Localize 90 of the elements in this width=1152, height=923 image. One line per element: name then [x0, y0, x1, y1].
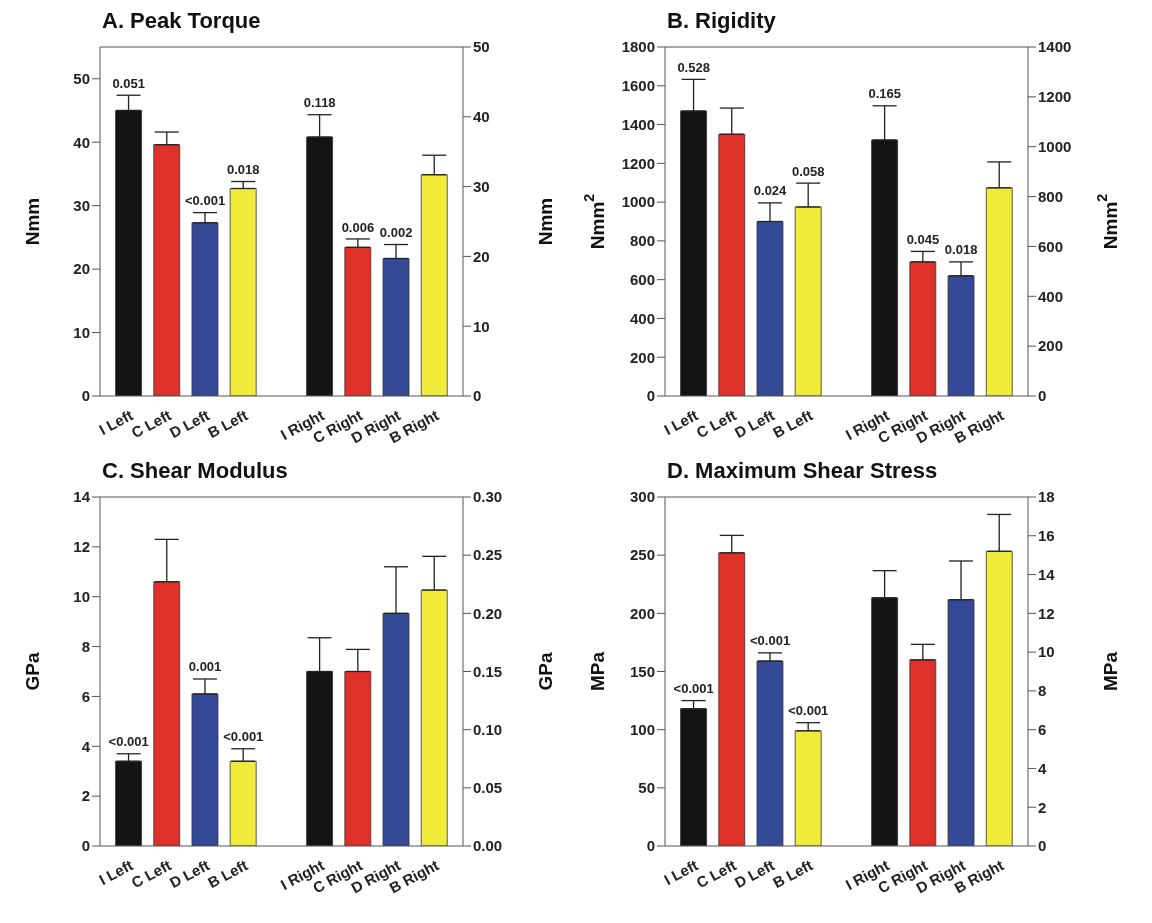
y-tick-label: 250: [629, 546, 655, 564]
annotation: 0.018: [227, 162, 260, 178]
y2-tick-label: 0.10: [473, 720, 503, 738]
y2-tick-label: 0.05: [473, 779, 503, 797]
annotation: 0.002: [379, 224, 413, 240]
y2-axis-title: GPa: [534, 652, 556, 691]
y-tick-label: 200: [629, 604, 655, 622]
annotation: 0.018: [944, 242, 978, 258]
annotation: <0.001: [108, 734, 149, 750]
y2-tick-label: 16: [1038, 527, 1055, 545]
y2-tick-label: 40: [473, 108, 490, 126]
y2-axis-title: MPa: [1099, 651, 1121, 692]
y2-tick-label: 600: [1038, 237, 1064, 255]
chart-title: C. Shear Modulus: [102, 458, 289, 484]
y2-tick-label: 10: [1038, 643, 1055, 661]
y2-tick-label: 2: [1038, 798, 1047, 816]
y-tick-label: 8: [81, 637, 90, 655]
annotation: 0.024: [753, 183, 788, 199]
y2-axis-title: Nmm: [534, 197, 556, 246]
y-tick-label: 300: [629, 488, 655, 506]
y-tick-label: 1400: [621, 115, 655, 133]
annotation: 0.001: [188, 659, 222, 675]
annotation: 0.165: [868, 86, 901, 102]
y-tick-label: 1800: [621, 38, 655, 56]
annotation: <0.001: [750, 633, 791, 649]
y-tick-label: 30: [73, 196, 90, 214]
y-tick-label: 40: [73, 133, 90, 151]
y2-tick-label: 0.25: [473, 546, 503, 564]
y2-tick-label: 12: [1038, 604, 1055, 622]
y2-tick-label: 0: [473, 387, 482, 405]
y2-tick-label: 14: [1038, 565, 1056, 583]
y-axis-title: Nmm: [21, 197, 43, 246]
annotation: <0.001: [673, 681, 714, 697]
y-tick-label: 14: [73, 488, 91, 506]
annotation: 0.528: [677, 59, 710, 75]
y-tick-label: 50: [638, 779, 655, 797]
y2-tick-label: 0: [1038, 387, 1047, 405]
y2-tick-label: 0.20: [473, 604, 503, 622]
y2-tick-label: 1400: [1038, 38, 1072, 56]
y2-tick-label: 0.15: [473, 662, 503, 680]
y-tick-label: 0: [81, 387, 90, 405]
y-tick-label: 4: [81, 737, 91, 755]
annotation: 0.006: [341, 219, 375, 235]
y-tick-label: 150: [629, 662, 655, 680]
annotation: <0.001: [223, 729, 264, 745]
y2-tick-label: 200: [1038, 337, 1064, 355]
annotation: 0.118: [303, 95, 336, 111]
annotation: <0.001: [788, 703, 829, 719]
y2-tick-label: 10: [473, 317, 490, 335]
y2-tick-label: 0: [1038, 837, 1047, 855]
y-tick-label: 1200: [621, 154, 655, 172]
y2-tick-label: 800: [1038, 187, 1064, 205]
y-tick-label: 12: [73, 538, 90, 556]
y2-tick-label: 0.30: [473, 488, 503, 506]
y-tick-label: 1600: [621, 77, 655, 95]
y2-tick-label: 4: [1038, 759, 1047, 777]
y-tick-label: 200: [629, 348, 655, 366]
y-tick-label: 0: [81, 837, 90, 855]
y-tick-label: 20: [73, 260, 90, 278]
y2-tick-label: 6: [1038, 720, 1047, 738]
y-tick-label: 800: [629, 232, 655, 250]
y-tick-label: 100: [629, 720, 655, 738]
y-tick-label: 2: [81, 787, 90, 805]
annotation: 0.045: [906, 231, 940, 247]
annotation: 0.051: [112, 75, 145, 91]
y-axis-title: GPa: [21, 652, 43, 691]
y-tick-label: 6: [81, 687, 90, 705]
y2-tick-label: 1000: [1038, 138, 1072, 156]
y2-tick-label: 30: [473, 177, 490, 195]
y-tick-label: 400: [629, 309, 655, 327]
y-tick-label: 10: [73, 323, 90, 341]
y2-tick-label: 50: [473, 38, 490, 56]
chart-title: D. Maximum Shear Stress: [667, 458, 939, 484]
y-tick-label: 600: [629, 270, 655, 288]
y-axis-title: MPa: [586, 651, 608, 692]
y-tick-label: 1000: [621, 193, 655, 211]
annotation: <0.001: [185, 193, 226, 209]
y-tick-label: 0: [646, 837, 655, 855]
chart-title: B. Rigidity: [667, 8, 777, 34]
y2-tick-label: 8: [1038, 682, 1047, 700]
chart-title: A. Peak Torque: [102, 8, 262, 34]
y2-tick-label: 400: [1038, 287, 1064, 305]
y2-tick-label: 0.00: [473, 837, 503, 855]
y2-tick-label: 20: [473, 247, 490, 265]
y2-tick-label: 1200: [1038, 88, 1072, 106]
y2-tick-label: 18: [1038, 488, 1055, 506]
y-tick-label: 50: [73, 70, 90, 88]
y-tick-label: 10: [73, 588, 90, 606]
annotation: 0.058: [792, 163, 825, 179]
y-tick-label: 0: [646, 387, 655, 405]
